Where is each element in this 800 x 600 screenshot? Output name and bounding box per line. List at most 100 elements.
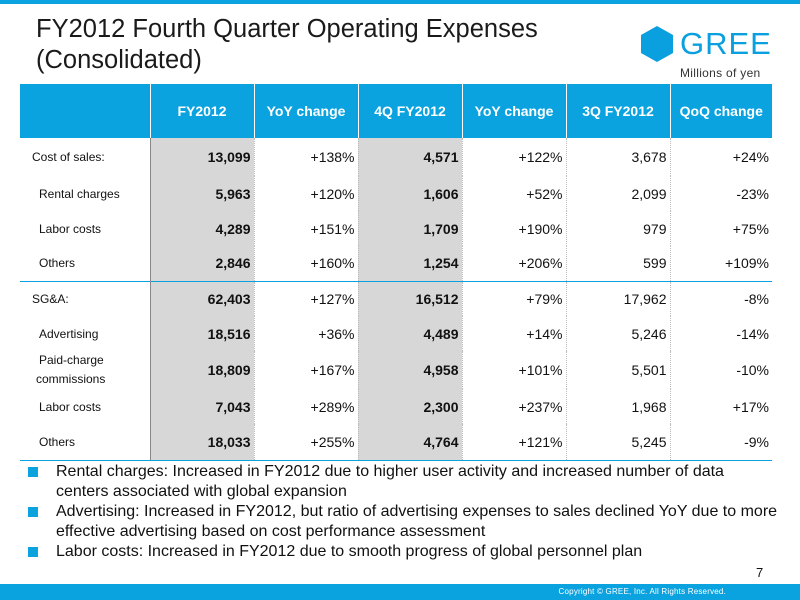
table-cell: +190%	[462, 211, 567, 246]
table-row: Labor costs 7,043 +289% 2,300 +237% 1,96…	[20, 389, 772, 424]
table-cell: 3,678	[566, 138, 671, 176]
table-cell: +206%	[462, 246, 567, 281]
table-cell: +289%	[254, 389, 359, 424]
slide-title: FY2012 Fourth Quarter Operating Expenses…	[36, 14, 538, 76]
row-label: Advertising	[20, 316, 151, 351]
page-number: 7	[756, 565, 764, 580]
table-cell: 979	[566, 211, 671, 246]
table-cell: 5,963	[150, 176, 255, 211]
table-cell: 4,958	[358, 351, 463, 389]
table-row: Advertising 18,516 +36% 4,489 +14% 5,246…	[20, 316, 772, 351]
table-cell: 1,606	[358, 176, 463, 211]
column-header: FY2012	[150, 84, 255, 138]
table-cell: -9%	[670, 424, 772, 461]
table-cell: 62,403	[150, 280, 255, 316]
copyright-text: Copyright © GREE, Inc. All Rights Reserv…	[558, 587, 726, 596]
table-cell: 599	[566, 246, 671, 281]
row-label: Others	[20, 246, 151, 281]
table-cell: -14%	[736, 325, 769, 342]
table-cell: 1,709	[358, 211, 463, 246]
unit-label: Millions of yen	[680, 66, 761, 80]
column-header: YoY change	[462, 84, 567, 138]
table-cell: 4,489	[358, 316, 463, 351]
table-cell: +122%	[462, 138, 567, 176]
note-text: Labor costs: Increased in FY2012 due to …	[56, 543, 643, 560]
table-cell: 1,254	[358, 246, 463, 281]
table-cell: -23%	[736, 185, 769, 202]
row-label: Cost of sales:	[20, 138, 151, 176]
table-cell: 1,968	[566, 389, 671, 424]
table-cell: +17%	[732, 398, 769, 415]
row-label-line-2: commissions	[36, 372, 106, 386]
table-cell: +52%	[462, 176, 567, 211]
row-label: Labor costs	[20, 211, 151, 246]
note-text: Rental charges: Increased in FY2012 due …	[56, 463, 724, 500]
table-cell: +24%	[732, 149, 769, 165]
column-header: YoY change	[254, 84, 359, 138]
table-cell: 2,099	[566, 176, 671, 211]
table-cell: +109%	[725, 255, 769, 272]
table-cell: +237%	[462, 389, 567, 424]
table-row: SG&A: 62,403 +127% 16,512 +79% 17,962 -8…	[20, 280, 772, 316]
table-cell: 18,516	[150, 316, 255, 351]
table-cell: 2,300	[358, 389, 463, 424]
table-cell: 5,501	[566, 351, 671, 389]
column-header: 3Q FY2012	[566, 84, 671, 138]
column-header: 4Q FY2012	[358, 84, 463, 138]
gree-hexagon-icon	[641, 26, 673, 62]
table-cell: +14%	[462, 316, 567, 351]
operating-expenses-table: FY2012 YoY change 4Q FY2012 YoY change 3…	[20, 84, 772, 461]
table-cell: 18,033	[150, 424, 255, 461]
table-cell: +255%	[254, 424, 359, 461]
footer-bar: Copyright © GREE, Inc. All Rights Reserv…	[0, 584, 800, 600]
table-cell: -10%	[736, 362, 769, 378]
list-item: Labor costs: Increased in FY2012 due to …	[20, 542, 780, 562]
table-cell: 13,099	[150, 138, 255, 176]
table-cell: 4,289	[150, 211, 255, 246]
table-cell: +151%	[254, 211, 359, 246]
slide-title-line-2: (Consolidated)	[36, 46, 202, 74]
square-bullet-icon	[28, 467, 38, 477]
table-cell: +36%	[254, 316, 359, 351]
table-cell: +121%	[462, 424, 567, 461]
list-item: Rental charges: Increased in FY2012 due …	[20, 462, 780, 502]
row-label-line-1: Paid-charge	[39, 353, 104, 367]
row-label: Others	[20, 424, 151, 461]
table-cell: 7,043	[150, 389, 255, 424]
table-cell: 4,764	[358, 424, 463, 461]
table-cell: +127%	[254, 280, 359, 316]
table-row: Others 18,033 +255% 4,764 +121% 5,245 -9…	[20, 424, 772, 461]
table-cell: +138%	[254, 138, 359, 176]
table-row: Labor costs 4,289 +151% 1,709 +190% 979 …	[20, 211, 772, 246]
column-header: QoQ change	[670, 84, 772, 138]
table-row: Cost of sales: 13,099 +138% 4,571 +122% …	[20, 138, 772, 176]
gree-logo-text: GREE	[680, 26, 772, 61]
square-bullet-icon	[28, 547, 38, 557]
table-cell: +160%	[254, 246, 359, 281]
table-cell: 16,512	[358, 280, 463, 316]
square-bullet-icon	[28, 507, 38, 517]
slide-title-line-1: FY2012 Fourth Quarter Operating Expenses	[36, 15, 538, 43]
row-label: SG&A:	[20, 280, 151, 316]
table-cell: +167%	[254, 351, 359, 389]
table-cell: 2,846	[150, 246, 255, 281]
row-label: Rental charges	[20, 176, 151, 211]
table-cell: -8%	[670, 280, 772, 316]
table-cell: 5,245	[566, 424, 671, 461]
table-row: Paid-charge commissions 18,809 +167% 4,9…	[20, 351, 772, 389]
table-cell: 17,962	[566, 280, 671, 316]
table-corner-cell	[20, 84, 151, 138]
gree-logo: GREE	[640, 26, 776, 62]
table-cell: 18,809	[150, 351, 255, 389]
row-label: Labor costs	[20, 389, 151, 424]
row-label: Paid-charge commissions	[20, 351, 151, 389]
table-cell: +101%	[462, 351, 567, 389]
table-header-row: FY2012 YoY change 4Q FY2012 YoY change 3…	[20, 84, 772, 138]
table-row: Rental charges 5,963 +120% 1,606 +52% 2,…	[20, 176, 772, 211]
table-cell: 5,246	[566, 316, 671, 351]
note-text: Advertising: Increased in FY2012, but ra…	[56, 503, 778, 540]
table-row: Others 2,846 +160% 1,254 +206% 599 +109%	[20, 246, 772, 281]
top-accent-bar	[0, 0, 800, 4]
notes-list: Rental charges: Increased in FY2012 due …	[20, 462, 780, 562]
table-cell: 4,571	[358, 138, 463, 176]
